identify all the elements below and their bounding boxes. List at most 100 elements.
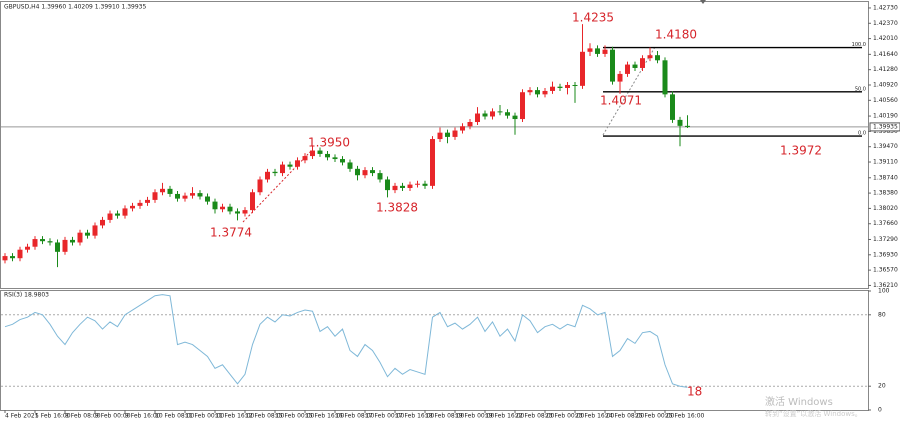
candle-body bbox=[610, 49, 615, 82]
y-tick-label: 1.42730 bbox=[873, 4, 898, 11]
candle-body bbox=[617, 73, 623, 82]
candle-body bbox=[257, 179, 263, 193]
candle-body bbox=[242, 210, 248, 214]
candle-body bbox=[265, 171, 270, 180]
main-panel bbox=[0, 1, 869, 289]
candle-body bbox=[505, 112, 510, 116]
x-tick-label: 19 Feb 00:00 bbox=[455, 413, 495, 420]
rsi-annotation: 18 bbox=[687, 385, 702, 399]
x-tick-label: 17 Feb 16:00 bbox=[395, 413, 435, 420]
x-tick-label: 12 Feb 08:00 bbox=[245, 413, 285, 420]
x-tick-label: 24 Feb 08:00 bbox=[605, 413, 645, 420]
candle-body bbox=[445, 132, 450, 137]
x-tick-label: 19 Feb 16:00 bbox=[485, 413, 525, 420]
candle-body bbox=[415, 183, 420, 185]
x-tick-label: 8 Feb 08:00 bbox=[65, 413, 101, 420]
candle-body bbox=[587, 48, 593, 52]
candle-body bbox=[647, 55, 653, 59]
x-tick-label: 22 Feb 08:00 bbox=[515, 413, 555, 420]
x-tick-label: 25 Feb 00:00 bbox=[635, 413, 675, 420]
x-tick-label: 5 Feb 16:00 bbox=[35, 413, 71, 420]
candle-body bbox=[130, 205, 135, 209]
y-tick-label: 1.38740 bbox=[873, 174, 898, 181]
price-annotation: 1.4180 bbox=[655, 28, 697, 42]
candle-body bbox=[62, 239, 68, 252]
y-tick-label: 1.38020 bbox=[873, 205, 898, 212]
x-tick-label: 15 Feb 16:00 bbox=[305, 413, 345, 420]
candle-body bbox=[580, 51, 585, 86]
candle-body bbox=[482, 113, 488, 117]
candle-body bbox=[677, 119, 683, 126]
candle-body bbox=[100, 219, 105, 226]
watermark-note: 转到“设置”以激活 Windows。 bbox=[765, 409, 862, 418]
y-tick-label: 1.41280 bbox=[873, 66, 898, 73]
candle-body bbox=[85, 232, 90, 236]
rsi-tick-label: 20 bbox=[878, 383, 886, 390]
candle-body bbox=[685, 125, 690, 127]
candle-body bbox=[332, 157, 338, 160]
y-tick-label: 1.36210 bbox=[873, 282, 898, 289]
candle-body bbox=[430, 139, 435, 186]
candle-body bbox=[572, 84, 578, 86]
candle-body bbox=[235, 211, 240, 214]
candle-body bbox=[385, 179, 390, 191]
candle-body bbox=[287, 164, 293, 167]
candle-body bbox=[557, 86, 563, 88]
candle-body bbox=[362, 170, 368, 176]
x-tick-label: 10 Feb 08:00 bbox=[155, 413, 195, 420]
candle-body bbox=[467, 122, 473, 127]
candle-body bbox=[212, 201, 218, 210]
candle-body bbox=[317, 150, 323, 154]
candle-body bbox=[520, 92, 525, 120]
price-annotation: 1.3828 bbox=[376, 201, 418, 215]
x-tick-label: 18 Feb 08:00 bbox=[425, 413, 465, 420]
candle-body bbox=[40, 239, 45, 242]
x-tick-label: 17 Feb 00:00 bbox=[365, 413, 405, 420]
candle-body bbox=[512, 115, 518, 120]
candle-body bbox=[527, 90, 533, 93]
candle-body bbox=[175, 193, 180, 199]
fib-base-line bbox=[602, 46, 656, 136]
x-tick-label: 9 Feb 00:00 bbox=[95, 413, 131, 420]
price-annotation: 1.3774 bbox=[210, 226, 252, 240]
watermark: 激活 Windows bbox=[765, 395, 833, 408]
y-tick-label: 1.40560 bbox=[873, 97, 898, 104]
x-tick-label: 23 Feb 16:00 bbox=[575, 413, 615, 420]
candle-body bbox=[122, 208, 128, 216]
candle-body bbox=[535, 90, 540, 95]
rsi-tick-label: 0 bbox=[878, 407, 882, 414]
y-tick-label: 1.39470 bbox=[873, 143, 898, 150]
y-tick-label: 1.41640 bbox=[873, 51, 898, 58]
candle-body bbox=[310, 150, 315, 157]
rsi-tick-label: 80 bbox=[878, 311, 886, 318]
y-tick-label: 1.39110 bbox=[873, 159, 898, 166]
candle-body bbox=[550, 86, 555, 91]
y-tick-label: 1.37660 bbox=[873, 220, 898, 227]
candle-body bbox=[475, 113, 480, 123]
candle-body bbox=[370, 170, 375, 174]
candle-body bbox=[565, 84, 570, 88]
candle-body bbox=[227, 206, 233, 212]
current-price-label: 1.39935 bbox=[873, 123, 898, 130]
y-tick-label: 1.40190 bbox=[873, 113, 898, 120]
chart-title: GBPUSD,H4 1.39960 1.40209 1.39910 1.3993… bbox=[4, 4, 146, 11]
candle-body bbox=[32, 239, 38, 247]
rsi-line bbox=[4, 294, 688, 388]
candle-body bbox=[452, 130, 458, 137]
candle-body bbox=[250, 192, 255, 211]
y-tick-label: 1.40920 bbox=[873, 81, 898, 88]
candle-body bbox=[160, 188, 165, 193]
candle-body bbox=[632, 64, 638, 68]
y-tick-label: 1.42370 bbox=[873, 20, 898, 27]
candle-body bbox=[340, 159, 345, 163]
x-tick-label: 4 Feb 2021 bbox=[5, 413, 39, 420]
candle-body bbox=[377, 173, 383, 180]
price-annotation: 1.3950 bbox=[308, 136, 350, 150]
x-tick-label: 23 Feb 00:00 bbox=[545, 413, 585, 420]
candle-body bbox=[145, 199, 150, 203]
candle-body bbox=[490, 111, 495, 117]
candle-body bbox=[625, 64, 630, 74]
candle-body bbox=[190, 193, 195, 196]
